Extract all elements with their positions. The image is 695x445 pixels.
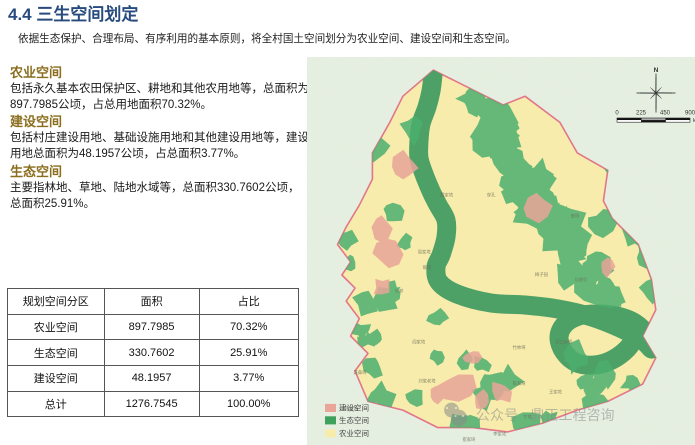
svg-text:生态空间: 生态空间 bbox=[339, 415, 369, 425]
svg-text:农业空间: 农业空间 bbox=[339, 428, 369, 438]
svg-text:周家塆: 周家塆 bbox=[418, 249, 432, 256]
svg-text:崔家塆: 崔家塆 bbox=[462, 436, 476, 443]
svg-text:穿孔: 穿孔 bbox=[487, 192, 496, 199]
svg-text:900: 900 bbox=[685, 111, 695, 117]
svg-text:刘家老塆: 刘家老塆 bbox=[418, 377, 436, 384]
svg-text:N: N bbox=[654, 67, 659, 74]
svg-text:建设空间: 建设空间 bbox=[339, 403, 369, 413]
svg-text:李家塆: 李家塆 bbox=[493, 430, 507, 437]
svg-text:碗湾: 碗湾 bbox=[423, 264, 432, 271]
svg-text:陈家塆: 陈家塆 bbox=[513, 380, 527, 387]
svg-text:马塆号: 马塆号 bbox=[574, 277, 587, 284]
svg-text:梅子园: 梅子园 bbox=[535, 271, 548, 278]
svg-text:安阳: 安阳 bbox=[571, 212, 580, 219]
svg-text:聂鼻塆: 聂鼻塆 bbox=[354, 369, 368, 376]
svg-text:公众号 · 鼎正工程咨询: 公众号 · 鼎正工程咨询 bbox=[476, 407, 614, 423]
svg-text:河口大桥: 河口大桥 bbox=[555, 338, 573, 345]
svg-text:竹林塆: 竹林塆 bbox=[513, 344, 527, 351]
svg-text:王家塆: 王家塆 bbox=[549, 389, 563, 396]
svg-text:阎家塆: 阎家塆 bbox=[412, 338, 426, 345]
svg-text:225: 225 bbox=[636, 111, 647, 117]
svg-text:聂家塆: 聂家塆 bbox=[440, 192, 454, 199]
svg-text:450: 450 bbox=[660, 111, 671, 117]
svg-text:长畔: 长畔 bbox=[395, 288, 404, 295]
